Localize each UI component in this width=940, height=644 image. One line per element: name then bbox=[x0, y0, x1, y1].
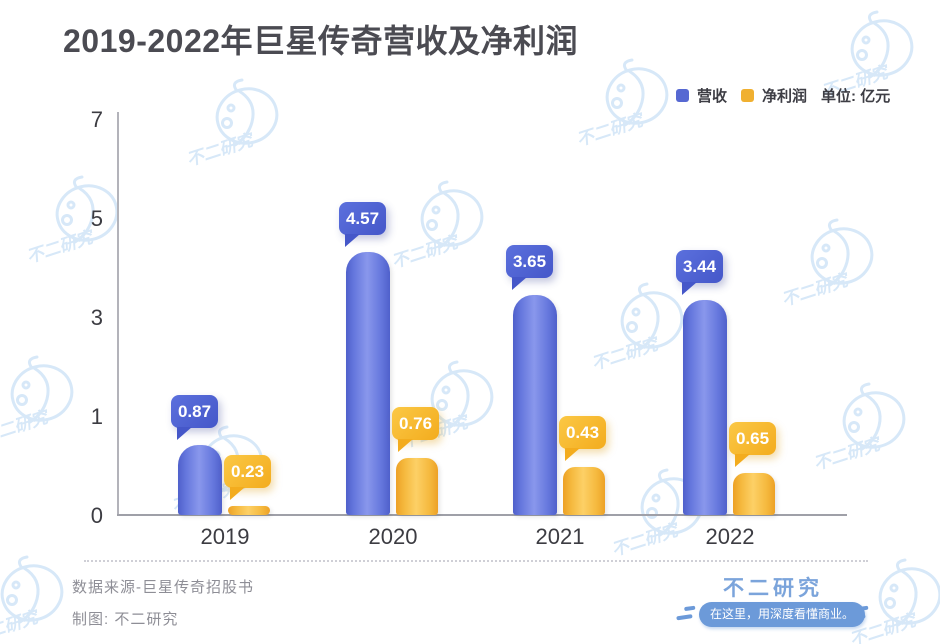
page-title: 2019-2022年巨星传奇营收及净利润 bbox=[63, 23, 579, 59]
x-tick-label-2019: 2019 bbox=[200, 524, 250, 549]
footer-divider bbox=[84, 560, 868, 562]
watermark-logo bbox=[575, 58, 695, 158]
profit-value-bubble: 0.23 bbox=[224, 455, 271, 500]
revenue-value: 0.87 bbox=[177, 401, 212, 421]
profit-value-bubble: 0.65 bbox=[729, 422, 776, 467]
y-tick-label: 7 bbox=[90, 107, 103, 132]
x-axis-line bbox=[117, 514, 847, 516]
x-tick-label-2021: 2021 bbox=[535, 524, 585, 549]
legend-label-revenue: 营收 bbox=[697, 88, 728, 105]
revenue-bar-2020 bbox=[346, 252, 390, 515]
pill-dash-decoration bbox=[675, 605, 697, 624]
pill-dash-decoration bbox=[848, 605, 870, 624]
watermark-logo bbox=[812, 382, 932, 482]
y-axis-line bbox=[117, 112, 119, 515]
brand-tagline-pill: 在这里，用深度看懂商业。 bbox=[699, 602, 866, 627]
x-tick-label-2020: 2020 bbox=[368, 524, 418, 549]
legend-swatch-profit bbox=[741, 89, 755, 102]
profit-value: 0.65 bbox=[735, 428, 770, 448]
profit-bar-2022 bbox=[733, 473, 775, 515]
revenue-value-bubble: 4.57 bbox=[339, 202, 386, 247]
legend-unit-label: 单位: 亿元 bbox=[821, 88, 891, 105]
profit-value-bubble: 0.76 bbox=[392, 407, 439, 452]
legend: 营收 净利润 单位: 亿元 bbox=[676, 85, 890, 106]
profit-value-bubble: 0.43 bbox=[559, 416, 606, 461]
profit-value: 0.43 bbox=[565, 422, 600, 442]
watermark-logo bbox=[185, 78, 305, 178]
legend-label-profit: 净利润 bbox=[762, 88, 808, 105]
legend-swatch-revenue bbox=[676, 89, 689, 102]
brand-logotype: 不二研究 bbox=[723, 577, 823, 600]
watermark-logo bbox=[390, 180, 510, 280]
credit-text: 制图: 不二研究 bbox=[72, 611, 179, 628]
profit-bar-2019 bbox=[228, 506, 270, 515]
revenue-value-bubble: 3.44 bbox=[676, 250, 723, 295]
revenue-bar-2019 bbox=[178, 445, 222, 515]
watermark-logo bbox=[848, 558, 940, 644]
revenue-value: 3.44 bbox=[682, 256, 717, 276]
revenue-value: 3.65 bbox=[512, 251, 547, 271]
profit-bar-2021 bbox=[563, 467, 605, 515]
y-tick-label: 5 bbox=[90, 206, 103, 231]
revenue-value: 4.57 bbox=[345, 208, 380, 228]
y-tick-label: 3 bbox=[90, 305, 103, 330]
revenue-bar-2021 bbox=[513, 295, 557, 515]
profit-value: 0.76 bbox=[398, 413, 433, 433]
watermark-logo bbox=[0, 555, 90, 644]
y-tick-label: 1 bbox=[90, 404, 103, 429]
revenue-value-bubble: 0.87 bbox=[171, 395, 218, 440]
revenue-value-bubble: 3.65 bbox=[506, 245, 553, 290]
profit-value: 0.23 bbox=[230, 461, 265, 481]
y-tick-label: 0 bbox=[90, 503, 103, 528]
data-source-text: 数据来源-巨星传奇招股书 bbox=[72, 579, 254, 596]
x-tick-label-2022: 2022 bbox=[705, 524, 755, 549]
profit-bar-2020 bbox=[396, 458, 438, 515]
watermark-logo bbox=[780, 218, 900, 318]
revenue-bar-2022 bbox=[683, 300, 727, 515]
